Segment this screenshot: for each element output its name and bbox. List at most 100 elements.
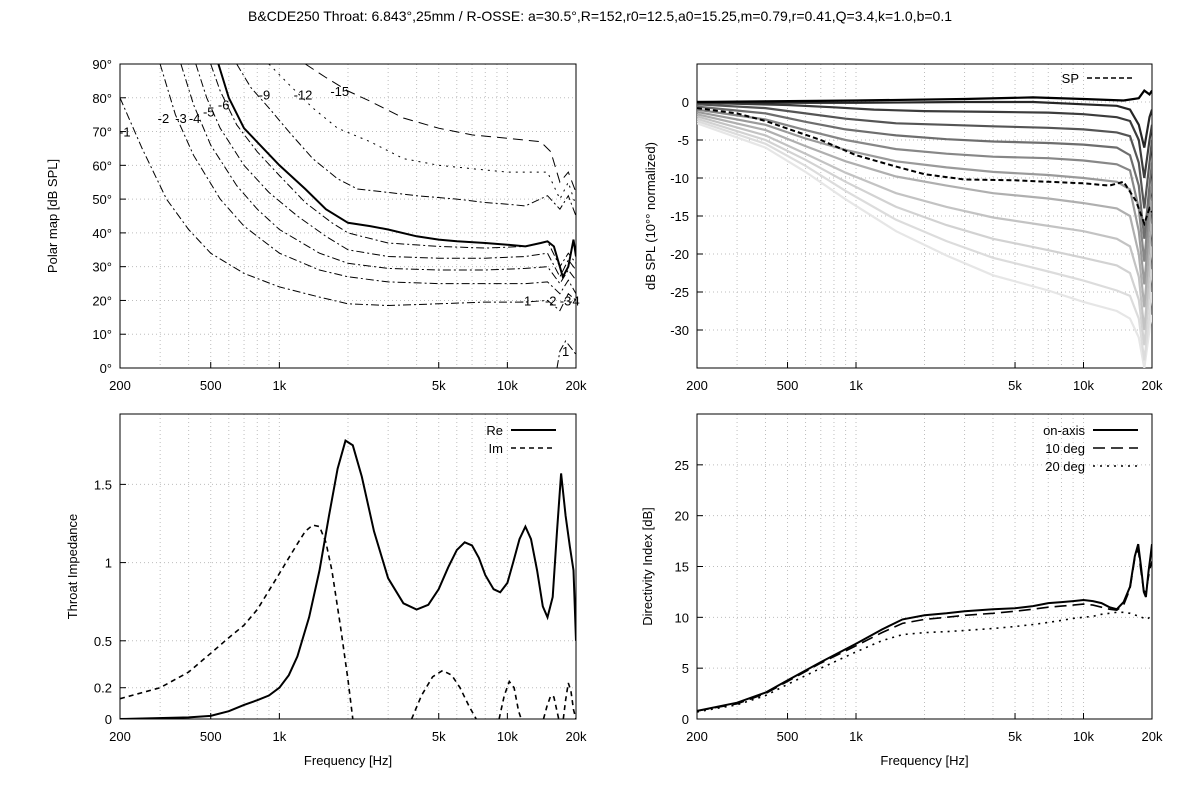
contour-label: -4 bbox=[189, 111, 201, 126]
polar-response-line bbox=[697, 117, 1152, 346]
x-tick-label: 10k bbox=[1073, 378, 1094, 393]
y-tick-label: 0.5 bbox=[94, 634, 112, 649]
x-tick-label: 200 bbox=[109, 729, 131, 744]
contour-label: -4 bbox=[568, 293, 580, 308]
contour-label: -3 bbox=[560, 293, 572, 308]
x-tick-label: 500 bbox=[777, 729, 799, 744]
x-tick-label: 10k bbox=[1073, 729, 1094, 744]
y-tick-label: -30 bbox=[670, 323, 689, 338]
y-axis-label: Directivity Index [dB] bbox=[640, 507, 655, 626]
x-tick-label: 500 bbox=[200, 378, 222, 393]
x-tick-label: 10k bbox=[497, 729, 518, 744]
legend-label: 20 deg bbox=[1045, 459, 1085, 474]
polar-response-line bbox=[697, 122, 1152, 368]
y-axis-label: Throat Impedance bbox=[65, 514, 80, 620]
contour-line bbox=[120, 97, 576, 312]
y-tick-label: 50° bbox=[92, 192, 112, 207]
y-tick-label: 80° bbox=[92, 91, 112, 106]
polar-response-line bbox=[697, 110, 1152, 285]
spl-marks bbox=[697, 89, 1152, 368]
x-axis-label: Frequency [Hz] bbox=[880, 753, 968, 768]
y-tick-label: -20 bbox=[670, 247, 689, 262]
contour-label: -1 bbox=[119, 125, 131, 140]
polar-response-line bbox=[697, 115, 1152, 331]
contour-line bbox=[217, 64, 576, 280]
x-tick-label: 200 bbox=[109, 378, 131, 393]
x-tick-label: 1k bbox=[849, 729, 863, 744]
spl-axes: 200 500 1k 5k 10k 20k 0 -5 -10 -15 -20 -25 -30 dB SPL… bbox=[643, 63, 1163, 393]
polar-response-line bbox=[697, 108, 1152, 262]
contour-label: -12 bbox=[294, 87, 313, 102]
contour-line bbox=[268, 64, 576, 207]
series-line bbox=[120, 524, 354, 719]
legend-label: Im bbox=[489, 441, 503, 456]
y-tick-label: -15 bbox=[670, 209, 689, 224]
x-tick-label: 200 bbox=[686, 729, 708, 744]
series-line bbox=[120, 439, 576, 719]
x-tick-label: 20k bbox=[1142, 729, 1163, 744]
x-tick-label: 1k bbox=[272, 378, 286, 393]
polar-response-line bbox=[697, 101, 1152, 179]
polar-response-line bbox=[697, 89, 1152, 104]
impedance-axes: 200 500 1k 5k 10k 20k 0 0.2 0.5 1 1.5 Throat Impeda… bbox=[65, 413, 587, 768]
x-tick-label: 500 bbox=[200, 729, 222, 744]
y-tick-label: 20 bbox=[675, 509, 689, 524]
polar-response-line bbox=[697, 103, 1152, 209]
sound-power-line bbox=[697, 107, 1152, 227]
y-tick-label: 0.2 bbox=[94, 681, 112, 696]
x-tick-label: 20k bbox=[1142, 378, 1163, 393]
y-tick-label: 20° bbox=[92, 293, 112, 308]
y-axis-label: Polar map [dB SPL] bbox=[45, 159, 60, 273]
plot-frame bbox=[696, 413, 1153, 720]
legend-label: SP bbox=[1062, 71, 1079, 86]
legend-label: on-axis bbox=[1043, 423, 1085, 438]
x-tick-label: 10k bbox=[497, 378, 518, 393]
y-tick-label: 0 bbox=[682, 712, 689, 727]
polar-marks bbox=[120, 64, 576, 368]
x-tick-label: 20k bbox=[566, 729, 587, 744]
impedance-marks bbox=[120, 439, 576, 719]
polar-response-line bbox=[697, 100, 1152, 148]
x-tick-label: 1k bbox=[849, 378, 863, 393]
plot-frame bbox=[119, 63, 577, 369]
plot-frame bbox=[696, 63, 1153, 369]
series-line bbox=[410, 669, 477, 719]
contour-label: -1 bbox=[520, 293, 532, 308]
contour-label: 1 bbox=[562, 344, 569, 359]
x-tick-label: 200 bbox=[686, 378, 708, 393]
series-line bbox=[697, 548, 1152, 712]
y-tick-label: -25 bbox=[670, 285, 689, 300]
contour-line bbox=[556, 340, 576, 368]
x-tick-label: 20k bbox=[566, 378, 587, 393]
y-axis-label: dB SPL (10°° normalized) bbox=[643, 142, 658, 290]
contour-label: -9 bbox=[259, 87, 271, 102]
y-tick-label: 15 bbox=[675, 560, 689, 575]
x-axis-label: Frequency [Hz] bbox=[304, 753, 392, 768]
series-line bbox=[542, 694, 560, 719]
contour-label: -2 bbox=[545, 293, 557, 308]
y-tick-label: -10 bbox=[670, 171, 689, 186]
x-tick-label: 500 bbox=[777, 378, 799, 393]
polar-response-line bbox=[697, 119, 1152, 361]
contour-line bbox=[305, 64, 576, 193]
contour-line bbox=[180, 64, 576, 285]
y-tick-label: 40° bbox=[92, 226, 112, 241]
y-tick-label: 30° bbox=[92, 260, 112, 275]
y-tick-label: 1 bbox=[105, 556, 112, 571]
contour-label: -5 bbox=[203, 104, 215, 119]
y-tick-label: 25 bbox=[675, 458, 689, 473]
y-tick-label: 0° bbox=[100, 361, 112, 376]
contour-line bbox=[210, 64, 576, 268]
contour-label: -6 bbox=[218, 98, 230, 113]
y-tick-label: 10° bbox=[92, 327, 112, 342]
contour-line bbox=[236, 64, 576, 217]
legend-label: Re bbox=[486, 423, 503, 438]
series-line bbox=[562, 682, 576, 719]
contour-label: -2 bbox=[158, 111, 170, 126]
y-tick-label: 10 bbox=[675, 610, 689, 625]
x-tick-label: 5k bbox=[432, 729, 446, 744]
series-line bbox=[697, 543, 1152, 712]
y-tick-label: 60° bbox=[92, 158, 112, 173]
contour-line bbox=[195, 64, 576, 278]
